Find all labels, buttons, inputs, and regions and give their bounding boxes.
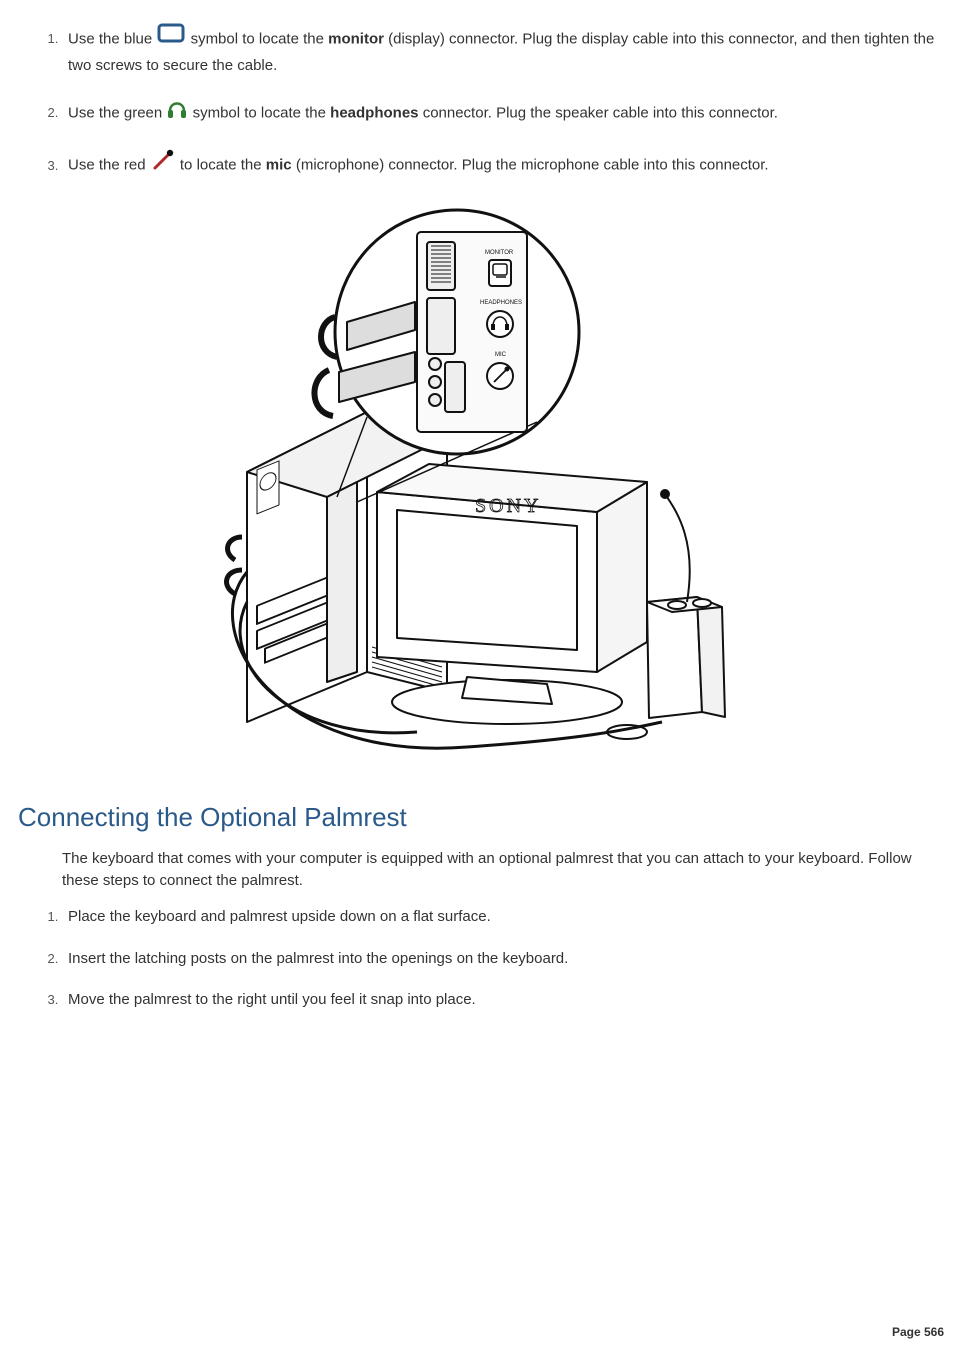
palmrest-step-1: Place the keyboard and palmrest upside d…	[62, 906, 944, 928]
svg-text:MIC: MIC	[495, 352, 507, 358]
section-heading: Connecting the Optional Palmrest	[18, 799, 944, 837]
monitor-icon	[156, 22, 186, 53]
step-1-bold: monitor	[328, 30, 384, 47]
step-1-text-b: symbol to locate the	[191, 30, 329, 47]
section-intro: The keyboard that comes with your comput…	[62, 848, 934, 892]
step-3-text-a: Use the red	[68, 157, 150, 174]
palmrest-step-2: Insert the latching posts on the palmres…	[62, 948, 944, 970]
palmrest-step-3: Move the palmrest to the right until you…	[62, 989, 944, 1011]
step-2-text-a: Use the green	[68, 104, 166, 121]
headphones-icon	[166, 95, 188, 128]
svg-text:MONITOR: MONITOR	[485, 250, 514, 256]
page: Use the blue symbol to locate the monito…	[0, 0, 954, 1351]
mic-icon	[150, 147, 176, 180]
page-number: Page 566	[892, 1324, 944, 1341]
step-2-text-b: symbol to locate the	[193, 104, 331, 121]
svg-text:HEADPHONES: HEADPHONES	[480, 300, 522, 306]
step-2-bold: headphones	[330, 104, 418, 121]
figure-container: SONY	[10, 202, 944, 769]
step-2: Use the green symbol to locate the headp…	[62, 97, 944, 130]
computer-setup-illustration: SONY	[217, 202, 737, 762]
figure-brand-text: SONY	[475, 495, 541, 517]
step-3-bold: mic	[266, 157, 292, 174]
step-3-text-b: to locate the	[180, 157, 266, 174]
step-1-text-a: Use the blue	[68, 30, 156, 47]
steps-list-2: Place the keyboard and palmrest upside d…	[10, 906, 944, 1011]
step-1: Use the blue symbol to locate the monito…	[62, 24, 944, 77]
step-3-text-c: (microphone) connector. Plug the microph…	[296, 157, 769, 174]
steps-list-1: Use the blue symbol to locate the monito…	[10, 24, 944, 182]
step-2-text-c: connector. Plug the speaker cable into t…	[423, 104, 778, 121]
step-3: Use the red to locate the mic (microphon…	[62, 149, 944, 182]
